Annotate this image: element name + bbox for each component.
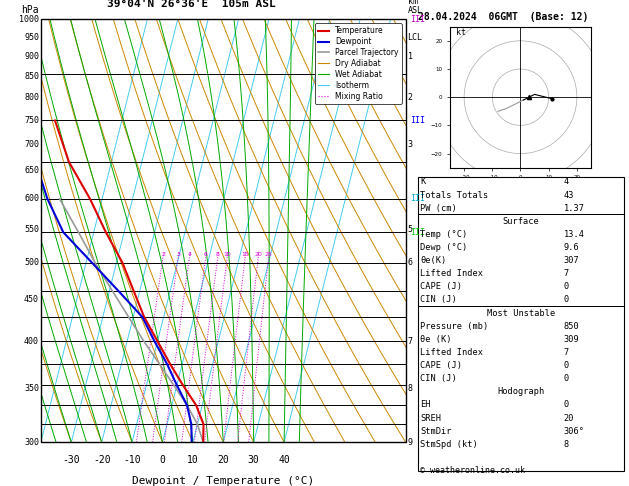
Text: 20: 20 <box>254 252 262 257</box>
Text: 7: 7 <box>564 348 569 357</box>
Text: Most Unstable: Most Unstable <box>487 309 555 318</box>
Text: Hodograph: Hodograph <box>497 387 545 397</box>
Text: 30: 30 <box>248 455 260 465</box>
Text: CAPE (J): CAPE (J) <box>420 361 462 370</box>
Text: 0: 0 <box>564 361 569 370</box>
Text: 600: 600 <box>24 194 39 203</box>
Text: 1: 1 <box>408 52 413 61</box>
Text: 300: 300 <box>24 438 39 447</box>
Text: 7: 7 <box>564 269 569 278</box>
Text: CIN (J): CIN (J) <box>420 295 457 305</box>
Text: 6: 6 <box>204 252 208 257</box>
Text: 40: 40 <box>278 455 290 465</box>
Text: EH: EH <box>420 400 431 410</box>
Text: 15: 15 <box>242 252 249 257</box>
Text: 700: 700 <box>24 140 39 149</box>
Text: 900: 900 <box>24 52 39 61</box>
Text: Mixing Ratio (g/kg): Mixing Ratio (g/kg) <box>428 183 438 278</box>
Text: 0: 0 <box>564 400 569 410</box>
Text: III: III <box>410 228 425 237</box>
Text: -10: -10 <box>123 455 141 465</box>
Text: 25: 25 <box>265 252 272 257</box>
Text: 850: 850 <box>564 322 579 331</box>
Text: θe (K): θe (K) <box>420 335 452 344</box>
Text: 0: 0 <box>564 374 569 383</box>
Text: III: III <box>410 194 425 203</box>
Text: 10: 10 <box>187 455 199 465</box>
Text: 850: 850 <box>24 72 39 81</box>
Legend: Temperature, Dewpoint, Parcel Trajectory, Dry Adiabat, Wet Adiabat, Isotherm, Mi: Temperature, Dewpoint, Parcel Trajectory… <box>314 23 402 104</box>
Text: 750: 750 <box>24 116 39 125</box>
Text: 550: 550 <box>24 225 39 234</box>
Text: 43: 43 <box>564 191 574 200</box>
Text: 650: 650 <box>24 166 39 175</box>
Text: 13.4: 13.4 <box>564 230 584 239</box>
Text: 4: 4 <box>564 177 569 187</box>
Text: Lifted Index: Lifted Index <box>420 269 483 278</box>
Text: 3: 3 <box>176 252 181 257</box>
Text: 2: 2 <box>408 93 413 103</box>
Text: 307: 307 <box>564 256 579 265</box>
Text: 800: 800 <box>24 93 39 103</box>
Text: Temp (°C): Temp (°C) <box>420 230 467 239</box>
Text: 1000: 1000 <box>19 15 39 24</box>
Text: 8: 8 <box>216 252 220 257</box>
Text: 9: 9 <box>408 438 413 447</box>
Text: Pressure (mb): Pressure (mb) <box>420 322 489 331</box>
Text: 5: 5 <box>408 225 413 234</box>
Text: 6: 6 <box>408 259 413 267</box>
Text: 400: 400 <box>24 337 39 346</box>
Text: 450: 450 <box>24 295 39 304</box>
Text: 28.04.2024  06GMT  (Base: 12): 28.04.2024 06GMT (Base: 12) <box>418 12 589 22</box>
Text: 306°: 306° <box>564 427 584 436</box>
Text: 10: 10 <box>223 252 231 257</box>
Text: 8: 8 <box>564 440 569 449</box>
Text: 0: 0 <box>564 282 569 292</box>
Text: -20: -20 <box>93 455 111 465</box>
Text: 0: 0 <box>160 455 165 465</box>
Text: Totals Totals: Totals Totals <box>420 191 489 200</box>
Text: SREH: SREH <box>420 414 441 423</box>
Text: 950: 950 <box>24 33 39 42</box>
Text: km
ASL: km ASL <box>408 0 423 15</box>
Text: LCL: LCL <box>408 33 423 42</box>
Text: PW (cm): PW (cm) <box>420 204 457 213</box>
Text: 20: 20 <box>564 414 574 423</box>
Text: hPa: hPa <box>21 5 38 15</box>
Text: kt: kt <box>455 28 465 37</box>
Text: 500: 500 <box>24 259 39 267</box>
Text: 4: 4 <box>187 252 191 257</box>
Text: 350: 350 <box>24 383 39 393</box>
Text: Lifted Index: Lifted Index <box>420 348 483 357</box>
Text: CIN (J): CIN (J) <box>420 374 457 383</box>
Text: 1.37: 1.37 <box>564 204 584 213</box>
Text: 2: 2 <box>161 252 165 257</box>
Text: 20: 20 <box>218 455 229 465</box>
Text: Dewp (°C): Dewp (°C) <box>420 243 467 252</box>
Text: Dewpoint / Temperature (°C): Dewpoint / Temperature (°C) <box>132 476 314 486</box>
Text: III: III <box>410 15 425 24</box>
Text: 309: 309 <box>564 335 579 344</box>
Text: 39°04'N 26°36'E  105m ASL: 39°04'N 26°36'E 105m ASL <box>106 0 276 9</box>
Text: 0: 0 <box>564 295 569 305</box>
Text: -30: -30 <box>62 455 80 465</box>
Text: StmDir: StmDir <box>420 427 452 436</box>
Text: 3: 3 <box>408 140 413 149</box>
Text: © weatheronline.co.uk: © weatheronline.co.uk <box>420 466 525 475</box>
Text: StmSpd (kt): StmSpd (kt) <box>420 440 478 449</box>
Text: K: K <box>420 177 425 187</box>
Text: CAPE (J): CAPE (J) <box>420 282 462 292</box>
Text: Surface: Surface <box>503 217 539 226</box>
Text: 9.6: 9.6 <box>564 243 579 252</box>
Text: θe(K): θe(K) <box>420 256 447 265</box>
Text: III: III <box>410 116 425 125</box>
Text: 8: 8 <box>408 383 413 393</box>
Text: 7: 7 <box>408 337 413 346</box>
